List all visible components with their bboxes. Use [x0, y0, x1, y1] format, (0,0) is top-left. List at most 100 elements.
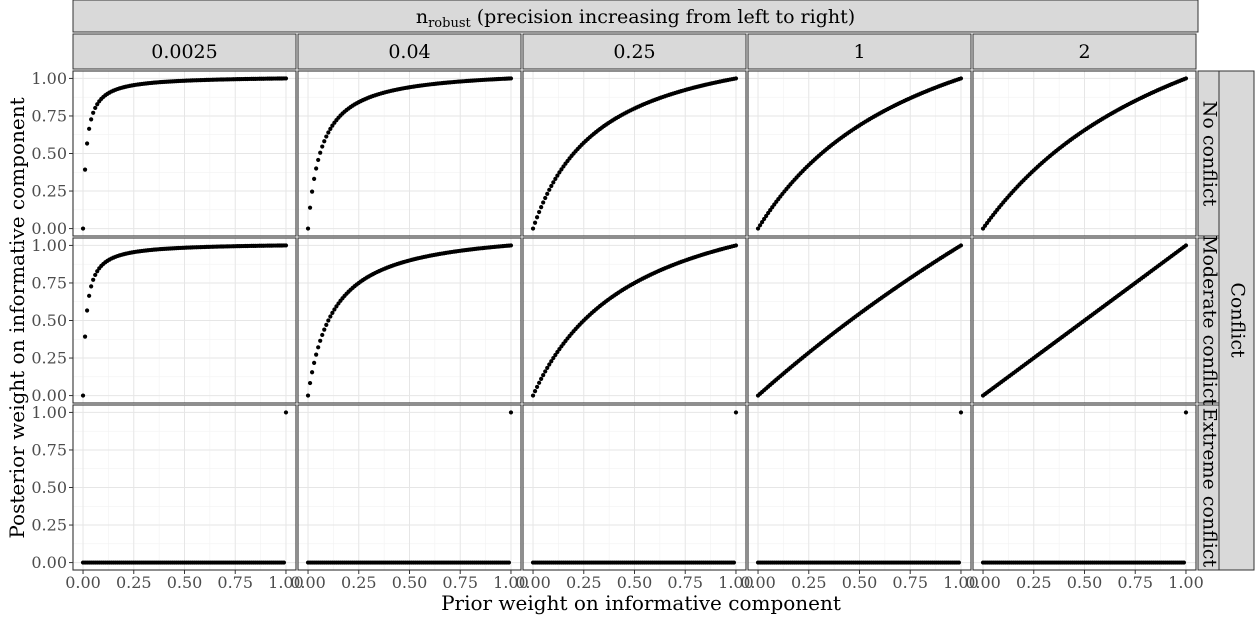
x-tick-label: 0.50: [392, 573, 428, 592]
x-tick-label: 0.75: [667, 573, 703, 592]
data-point: [551, 355, 556, 361]
data-point: [553, 352, 558, 358]
facet-panel: 0.00 0.25 0.50 0.75 1.00: [515, 404, 754, 592]
panel-border: [297, 70, 522, 237]
panel-border: [972, 237, 1197, 404]
data-point: [1183, 76, 1189, 81]
y-tick-label: 0.00: [31, 386, 67, 405]
data-point: [91, 110, 96, 115]
x-tick-label: 0.75: [1117, 573, 1153, 592]
data-point: [762, 216, 767, 222]
data-point: [314, 352, 319, 357]
data-point: [309, 370, 315, 375]
row-strip: [1197, 237, 1220, 404]
facet-panel: [972, 70, 1197, 237]
x-tick-label: 0.50: [617, 573, 653, 592]
row-strip-label: No conflict: [1199, 101, 1221, 207]
data-point: [545, 365, 550, 371]
col-strip-label: 0.25: [613, 41, 655, 63]
y-axis-title: Posterior weight on informative componen…: [5, 97, 29, 538]
row-strip: [1197, 70, 1220, 237]
y-tick-label: 0.25: [31, 516, 67, 535]
data-point: [508, 76, 514, 81]
data-point: [555, 173, 560, 178]
panel-border: [747, 70, 972, 237]
data-point: [1183, 243, 1189, 248]
facet-panel: 0.00 0.25 0.50 0.75 1.00: [965, 404, 1204, 592]
col-facet-title-strip: [72, 0, 1199, 33]
x-tick-label: 0.00: [290, 573, 326, 592]
data-point: [324, 134, 329, 139]
facet-panel: 0.00 0.25 0.50 0.75 1.00: [31, 69, 297, 238]
data-point: [549, 359, 554, 364]
x-tick-label: 0.50: [842, 573, 878, 592]
facet-panel: 0.00 0.25 0.50 0.75 1.00: [290, 404, 529, 592]
data-point: [549, 183, 554, 189]
data-point: [320, 332, 325, 338]
facet-grid: 0.0025 0.04 0.25 1 2 No conflict Moderate conf…: [31, 33, 1221, 592]
data-point: [89, 284, 94, 289]
facet-panel: [747, 237, 972, 404]
col-strip-label: 0.04: [388, 41, 430, 63]
col-facet-title: nrobust (precision increasing from left …: [416, 6, 855, 31]
data-point: [537, 209, 542, 215]
x-tick-label: 0.00: [515, 573, 551, 592]
data-point: [89, 117, 94, 122]
data-point: [956, 560, 962, 565]
x-tick-label: 1.00: [943, 573, 979, 592]
data-point: [508, 410, 514, 415]
x-tick-label: 0.75: [442, 573, 478, 592]
data-point: [281, 560, 287, 565]
data-point: [733, 243, 739, 248]
x-tick-label: 0.25: [791, 573, 827, 592]
facet-panel: 0.00 0.25 0.50 0.75 1.00: [31, 236, 297, 405]
col-strip: [747, 33, 972, 70]
y-tick-label: 0.50: [31, 311, 67, 330]
data-point: [322, 327, 327, 332]
x-tick-label: 0.00: [65, 573, 101, 592]
data-point: [539, 205, 544, 210]
y-tick-label: 0.25: [31, 182, 67, 201]
panel-border: [747, 237, 972, 404]
data-point: [543, 369, 548, 374]
data-point: [309, 189, 315, 194]
row-strip: [1197, 404, 1220, 571]
data-point: [93, 272, 98, 278]
col-strip: [72, 33, 297, 70]
y-tick-label: 0.75: [31, 440, 67, 459]
data-point: [93, 105, 98, 111]
facet-panel: 0.00 0.25 0.50 0.75 1.00 0.00 0.25 0.50 0.75 1.00: [31, 403, 303, 592]
x-tick-label: 0.75: [892, 573, 928, 592]
facet-panel: [297, 237, 522, 404]
x-tick-label: 0.25: [341, 573, 377, 592]
data-point: [283, 243, 289, 248]
data-point: [506, 560, 512, 565]
data-point: [553, 176, 558, 182]
data-point: [307, 205, 313, 210]
data-point: [958, 243, 964, 248]
data-point: [733, 76, 739, 81]
data-point: [551, 180, 556, 185]
col-strip: [972, 33, 1197, 70]
data-point: [82, 334, 88, 339]
y-tick-label: 1.00: [31, 403, 67, 422]
y-tick-label: 1.00: [31, 69, 67, 88]
data-point: [532, 220, 538, 225]
data-point: [534, 215, 540, 220]
data-point: [84, 308, 90, 313]
data-point: [91, 277, 96, 282]
panel-border: [522, 70, 747, 237]
panel-border: [522, 237, 747, 404]
y-tick-label: 0.75: [31, 273, 67, 292]
row-facet-title-strip: [1218, 70, 1255, 571]
data-point: [95, 269, 100, 274]
data-point: [547, 362, 552, 367]
data-point: [314, 166, 319, 171]
facet-panel: [297, 70, 522, 237]
data-point: [312, 360, 317, 365]
data-point: [532, 389, 538, 394]
data-point: [316, 345, 321, 350]
data-point: [320, 144, 325, 149]
data-point: [559, 167, 564, 172]
